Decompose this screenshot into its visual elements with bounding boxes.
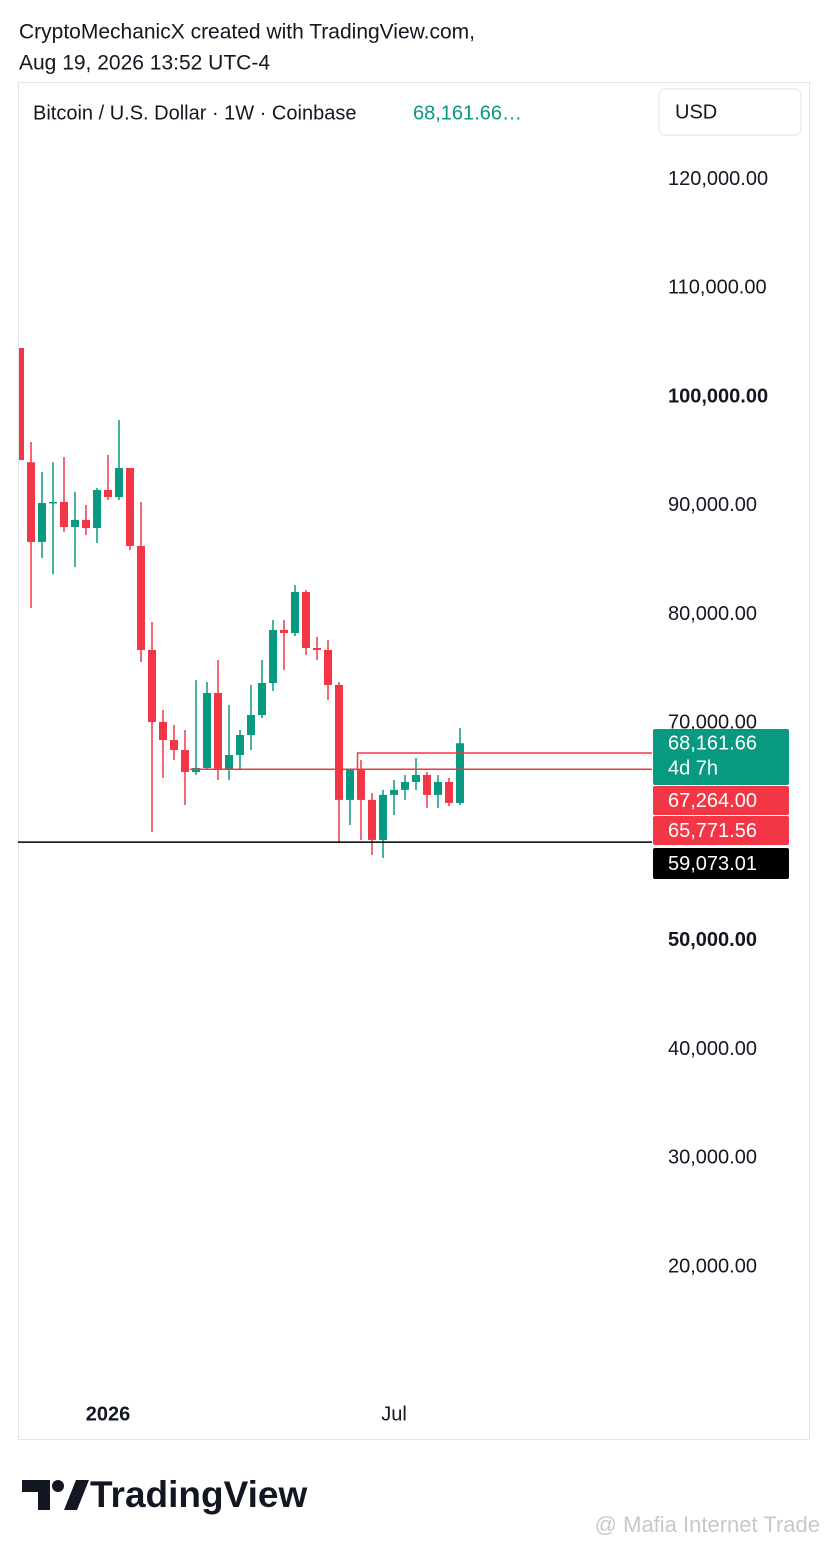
candle-body xyxy=(126,468,134,546)
price-label-box xyxy=(653,816,789,845)
candle-body xyxy=(368,799,376,840)
y-tick-label: 20,000.00 xyxy=(668,1255,757,1277)
price-label: 68,161.66 xyxy=(668,732,757,754)
x-tick-label: Jul xyxy=(381,1403,407,1425)
candle-body xyxy=(203,693,211,768)
price-label: 67,264.00 xyxy=(668,790,757,812)
candle-body xyxy=(401,781,409,790)
candle-body xyxy=(280,629,288,633)
y-tick-label: 110,000.00 xyxy=(668,277,767,299)
y-tick-label: 70,000.00 xyxy=(668,712,757,734)
candle-body xyxy=(148,649,156,722)
candle-body xyxy=(71,519,79,527)
chart-panel xyxy=(18,82,810,1440)
candle-body xyxy=(258,683,266,715)
candle-body xyxy=(390,789,398,795)
candle-body xyxy=(379,794,387,840)
candle-body xyxy=(115,468,123,498)
price-label-box xyxy=(653,848,789,879)
currency-button[interactable] xyxy=(658,88,802,136)
brand: TradingView xyxy=(90,1474,307,1515)
candle-body xyxy=(423,775,431,795)
candle-body xyxy=(104,489,112,498)
candle-body xyxy=(324,649,332,685)
candle-body xyxy=(38,503,46,542)
candle-body xyxy=(170,739,178,751)
candle-body xyxy=(60,501,68,527)
watermark: @ Mafia Internet Trade xyxy=(595,1512,820,1537)
price-label: 59,073.01 xyxy=(668,853,757,875)
plot xyxy=(19,348,464,858)
price-axis: 120,000.00 110,000.00 100,000.00 90,000.00 8… xyxy=(668,168,768,1278)
candle-body xyxy=(269,629,277,684)
candle-body xyxy=(27,462,35,542)
candle-body xyxy=(49,501,57,504)
countdown-label: 4d 7h xyxy=(668,757,718,779)
price-label: 65,771.56 xyxy=(668,820,757,842)
price-label-box xyxy=(653,729,789,785)
candle-body xyxy=(357,770,365,800)
symbol-title[interactable]: Bitcoin / U.S. Dollar · 1W · Coinbase xyxy=(33,102,356,124)
y-tick-label: 80,000.00 xyxy=(668,603,757,625)
y-tick-label: 50,000.00 xyxy=(668,929,757,951)
candle-body xyxy=(159,721,167,740)
y-tick-label: 90,000.00 xyxy=(668,494,757,516)
candle-body xyxy=(434,781,442,795)
candle-body xyxy=(19,348,24,461)
candle-body xyxy=(93,489,101,529)
candle-body xyxy=(302,591,310,648)
candle-body xyxy=(456,743,464,803)
x-tick-label: 2026 xyxy=(86,1403,131,1425)
date-line: Aug 19, 2026 13:52 UTC-4 xyxy=(19,52,270,75)
candle-body xyxy=(236,734,244,756)
candle-body xyxy=(225,755,233,771)
y-tick-label: 100,000.00 xyxy=(668,385,768,407)
candle-body xyxy=(291,591,299,633)
y-tick-label: 30,000.00 xyxy=(668,1147,757,1169)
currency-label: USD xyxy=(675,101,717,123)
tradingview-logo: TradingView xyxy=(22,1474,307,1515)
y-tick-label: 40,000.00 xyxy=(668,1038,757,1060)
candle-body xyxy=(445,781,453,803)
candle-body xyxy=(181,750,189,772)
y-tick-label: 120,000.00 xyxy=(668,168,768,190)
header-price: 68,161.66… xyxy=(413,102,522,124)
price-label-box xyxy=(653,786,789,815)
candle-body xyxy=(346,770,354,800)
candle-body xyxy=(335,684,343,800)
candle-body xyxy=(313,647,321,650)
candle-body xyxy=(82,519,90,529)
candle-body xyxy=(137,545,145,650)
candle-body xyxy=(412,775,420,782)
candle-body xyxy=(214,693,222,771)
candle-body xyxy=(247,714,255,735)
author-line: CryptoMechanicX created with TradingView… xyxy=(19,21,475,44)
